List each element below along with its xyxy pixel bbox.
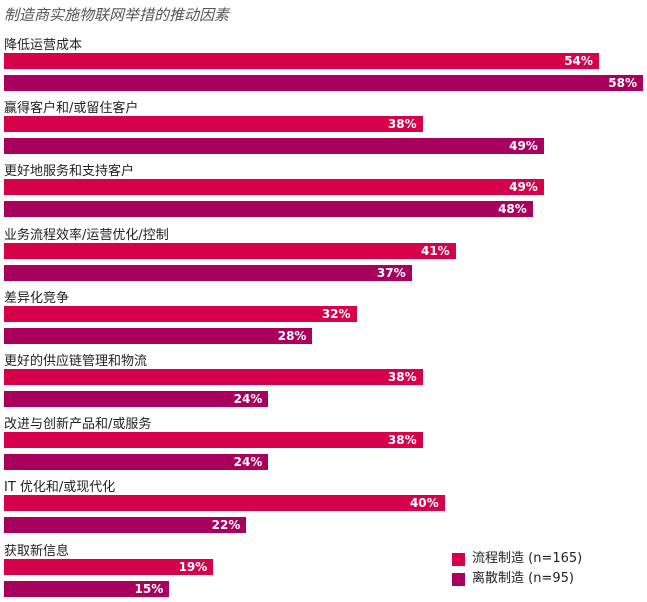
bar-process: 54%	[4, 53, 599, 69]
category-label: 改进与创新产品和/或服务	[4, 417, 152, 433]
data-label: 22%	[211, 518, 241, 533]
legend-label-process: 流程制造 (n=165)	[472, 551, 583, 566]
data-label: 38%	[387, 117, 417, 132]
legend-label-discrete: 离散制造 (n=95)	[472, 571, 574, 586]
category-label: 差异化竞争	[4, 290, 70, 306]
category-label: 获取新信息	[4, 543, 70, 559]
data-label: 24%	[233, 455, 263, 470]
bar-process: 41%	[4, 242, 456, 259]
data-label: 49%	[509, 180, 538, 195]
bar-discrete: 58%	[4, 75, 643, 91]
bar-process: 49%	[4, 179, 544, 196]
category-label: 降低运营成本	[4, 38, 83, 53]
data-label: 24%	[233, 392, 263, 406]
category-label: IT 优化和/或现代化	[4, 480, 116, 496]
data-label: 40%	[409, 496, 439, 511]
data-label: 38%	[387, 433, 417, 448]
bar-discrete: 49%	[4, 138, 544, 155]
bar-process: 38%	[4, 116, 423, 133]
data-label: 48%	[498, 202, 527, 217]
data-label: 49%	[509, 139, 538, 154]
data-label: 32%	[321, 306, 351, 321]
bar-process: 38%	[4, 369, 423, 385]
bar-process: 38%	[4, 432, 423, 449]
data-label: 19%	[178, 559, 208, 574]
bar-discrete: 15%	[4, 580, 170, 597]
bar-discrete: 37%	[4, 264, 412, 281]
bar-process: 40%	[4, 495, 445, 512]
bar-discrete: 22%	[4, 517, 247, 534]
bar-discrete: 28%	[4, 327, 313, 344]
bar-discrete: 48%	[4, 201, 533, 218]
data-label: 38%	[387, 370, 417, 384]
bar-process: 19%	[4, 558, 214, 575]
category-label: 业务流程效率/运营优化/控制	[4, 227, 169, 243]
data-label: 54%	[564, 54, 593, 68]
bar-discrete: 24%	[4, 454, 269, 471]
bar-discrete: 24%	[4, 391, 269, 407]
data-label: 58%	[608, 76, 637, 90]
data-label: 15%	[134, 581, 164, 596]
bar-process: 32%	[4, 305, 357, 322]
data-label: 37%	[376, 265, 406, 280]
category-label: 更好地服务和支持客户	[4, 164, 135, 180]
legend-swatch-discrete	[452, 573, 465, 586]
category-label: 更好的供应链管理和物流	[4, 354, 148, 369]
category-label: 赢得客户和/或留住客户	[4, 101, 139, 117]
legend-swatch-process	[452, 553, 465, 566]
data-label: 41%	[420, 243, 450, 258]
data-label: 28%	[277, 328, 307, 343]
chart-title: 制造商实施物联网举措的推动因素	[4, 6, 230, 24]
